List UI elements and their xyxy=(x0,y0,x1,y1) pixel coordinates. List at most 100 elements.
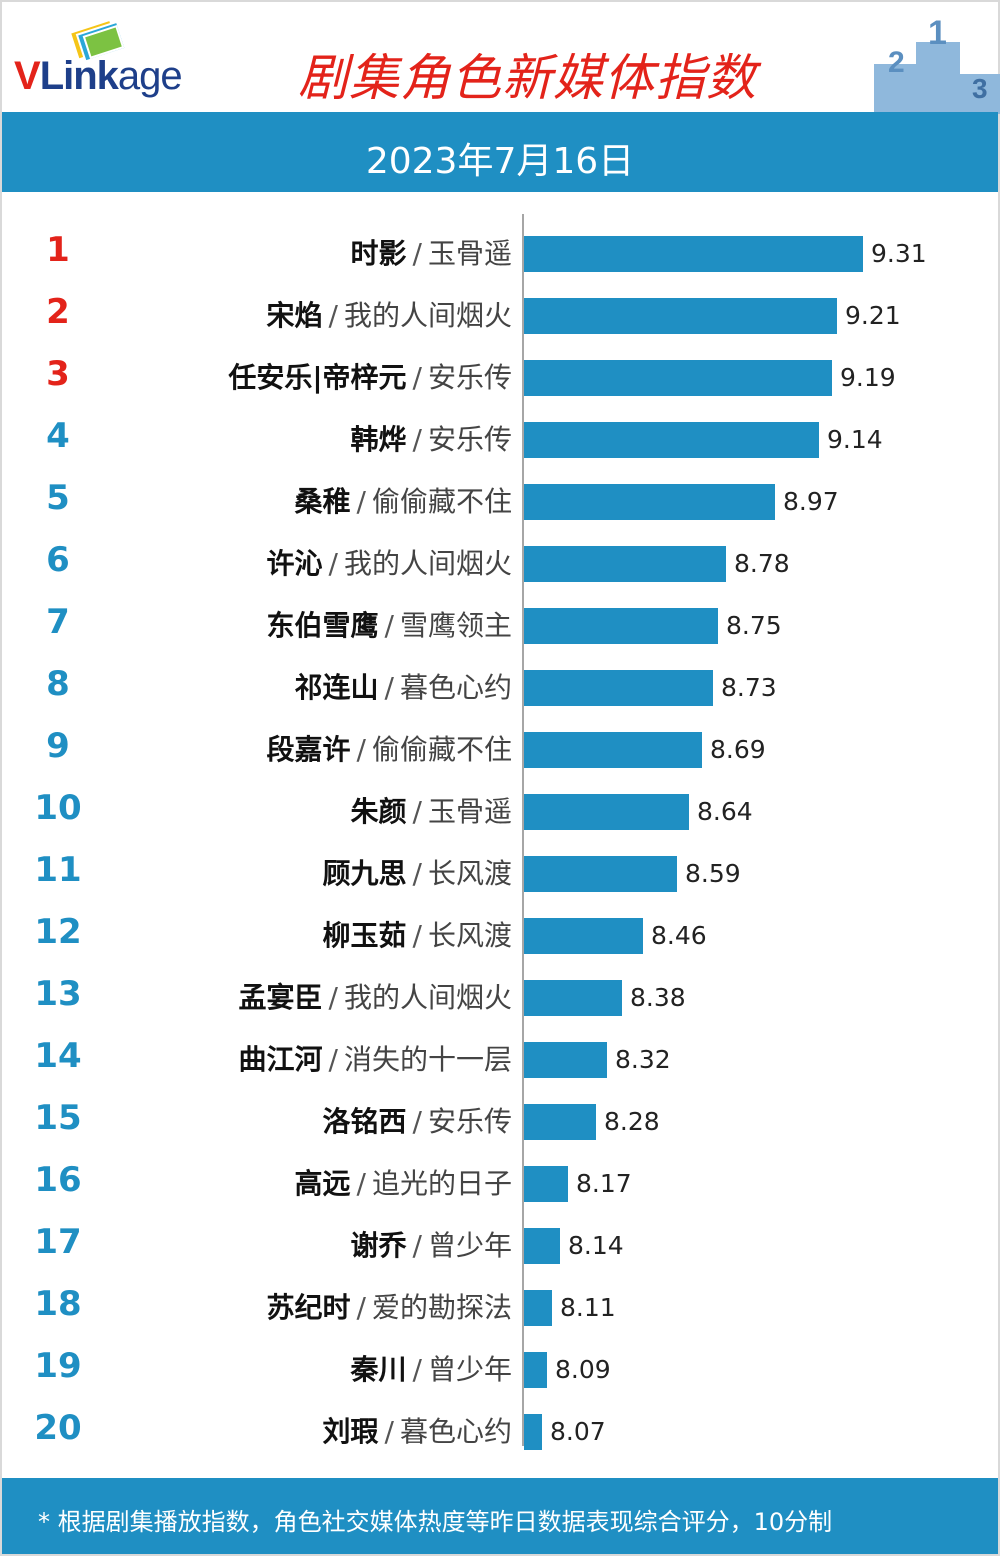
character-name: 刘瑕 xyxy=(322,1415,379,1448)
bar xyxy=(524,360,832,396)
label-separator: / xyxy=(328,1043,338,1076)
chart-row: 19 秦川 / 曾少年 8.09 xyxy=(0,1334,1000,1396)
bar-label: 谢乔 / 曾少年 xyxy=(351,1224,512,1264)
rank-number: 20 xyxy=(34,1408,82,1448)
label-separator: / xyxy=(328,981,338,1014)
chart-row: 10 朱颜 / 玉骨遥 8.64 xyxy=(0,776,1000,838)
footnote: * 根据剧集播放指数，角色社交媒体热度等昨日数据表现综合评分，10分制 xyxy=(38,1508,833,1536)
character-name: 柳玉茹 xyxy=(322,919,407,952)
label-separator: / xyxy=(384,609,394,642)
rank-number: 12 xyxy=(34,912,82,952)
chart-row: 13 孟宴臣 / 我的人间烟火 8.38 xyxy=(0,962,1000,1024)
drama-name: 我的人间烟火 xyxy=(343,547,512,580)
drama-name: 偷偷藏不住 xyxy=(371,733,512,766)
character-name: 洛铭西 xyxy=(322,1105,407,1138)
character-name: 桑稚 xyxy=(294,485,351,518)
character-name: 韩烨 xyxy=(350,423,407,456)
data-label: 9.14 xyxy=(827,425,883,454)
bar xyxy=(524,1166,568,1202)
label-separator: / xyxy=(412,1353,422,1386)
bar xyxy=(524,918,643,954)
drama-name: 玉骨遥 xyxy=(427,237,512,270)
character-name: 孟宴臣 xyxy=(238,981,323,1014)
chart-row: 3 任安乐|帝梓元 / 安乐传 9.19 xyxy=(0,342,1000,404)
date-text: 2023年7月16日 xyxy=(365,141,635,182)
bar xyxy=(524,732,702,768)
character-name: 任安乐|帝梓元 xyxy=(228,361,407,394)
label-separator: / xyxy=(384,671,394,704)
drama-name: 消失的十一层 xyxy=(343,1043,512,1076)
bar-label: 任安乐|帝梓元 / 安乐传 xyxy=(228,356,512,396)
bar xyxy=(524,608,718,644)
rank-number: 15 xyxy=(34,1098,82,1138)
data-label: 8.32 xyxy=(615,1045,671,1074)
chart-row: 4 韩烨 / 安乐传 9.14 xyxy=(0,404,1000,466)
rank-number: 3 xyxy=(46,354,70,394)
character-name: 谢乔 xyxy=(350,1229,407,1262)
character-name: 苏纪时 xyxy=(266,1291,351,1324)
chart-row: 5 桑稚 / 偷偷藏不住 8.97 xyxy=(0,466,1000,528)
chart-row: 9 段嘉许 / 偷偷藏不住 8.69 xyxy=(0,714,1000,776)
character-name: 曲江河 xyxy=(238,1043,323,1076)
data-label: 9.21 xyxy=(845,301,901,330)
label-separator: / xyxy=(356,1167,366,1200)
bar-label: 秦川 / 曾少年 xyxy=(351,1348,512,1388)
drama-name: 我的人间烟火 xyxy=(343,981,512,1014)
chart-row: 20 刘瑕 / 暮色心约 8.07 xyxy=(0,1396,1000,1458)
drama-name: 长风渡 xyxy=(427,919,512,952)
chart-row: 15 洛铭西 / 安乐传 8.28 xyxy=(0,1086,1000,1148)
drama-name: 长风渡 xyxy=(427,857,512,890)
chart-row: 17 谢乔 / 曾少年 8.14 xyxy=(0,1210,1000,1272)
data-label: 8.73 xyxy=(721,673,777,702)
bar-label: 朱颜 / 玉骨遥 xyxy=(351,790,512,830)
bar xyxy=(524,298,837,334)
bar xyxy=(524,1352,547,1388)
bar-label: 洛铭西 / 安乐传 xyxy=(323,1100,512,1140)
bar xyxy=(524,1414,542,1450)
data-label: 8.46 xyxy=(651,921,707,950)
label-separator: / xyxy=(412,1229,422,1262)
bar xyxy=(524,980,622,1016)
label-separator: / xyxy=(412,1105,422,1138)
bar xyxy=(524,422,819,458)
rank-number: 13 xyxy=(34,974,82,1014)
bar-label: 高远 / 追光的日子 xyxy=(295,1162,512,1202)
bar-label: 段嘉许 / 偷偷藏不住 xyxy=(267,728,512,768)
chart-row: 16 高远 / 追光的日子 8.17 xyxy=(0,1148,1000,1210)
bar-chart: 1 时影 / 玉骨遥 9.31 2 宋焰 / 我的人间烟火 9.21 3 任安乐|帝梓元 / 安乐传 9.1… xyxy=(0,192,1000,1472)
label-separator: / xyxy=(412,857,422,890)
bar-label: 柳玉茹 / 长风渡 xyxy=(323,914,512,954)
chart-row: 12 柳玉茹 / 长风渡 8.46 xyxy=(0,900,1000,962)
data-label: 8.09 xyxy=(555,1355,611,1384)
data-label: 8.28 xyxy=(604,1107,660,1136)
drama-name: 安乐传 xyxy=(427,1105,512,1138)
rank-number: 9 xyxy=(46,726,70,766)
bar-label: 韩烨 / 安乐传 xyxy=(351,418,512,458)
bar-label: 桑稚 / 偷偷藏不住 xyxy=(295,480,512,520)
bar xyxy=(524,236,863,272)
bar xyxy=(524,856,677,892)
data-label: 8.38 xyxy=(630,983,686,1012)
character-name: 东伯雪鹰 xyxy=(266,609,379,642)
data-label: 9.19 xyxy=(840,363,896,392)
character-name: 秦川 xyxy=(350,1353,407,1386)
label-separator: / xyxy=(356,1291,366,1324)
label-separator: / xyxy=(356,485,366,518)
drama-name: 雪鹰领主 xyxy=(399,609,512,642)
drama-name: 爱的勘探法 xyxy=(371,1291,512,1324)
bar-label: 刘瑕 / 暮色心约 xyxy=(323,1410,512,1450)
character-name: 高远 xyxy=(294,1167,351,1200)
bar xyxy=(524,546,726,582)
drama-name: 暮色心约 xyxy=(399,671,512,704)
character-name: 朱颜 xyxy=(350,795,407,828)
character-name: 许沁 xyxy=(266,547,323,580)
rank-number: 2 xyxy=(46,292,70,332)
character-name: 顾九思 xyxy=(322,857,407,890)
label-separator: / xyxy=(384,1415,394,1448)
data-label: 8.64 xyxy=(697,797,753,826)
bar-label: 许沁 / 我的人间烟火 xyxy=(267,542,512,582)
label-separator: / xyxy=(412,795,422,828)
drama-name: 安乐传 xyxy=(427,361,512,394)
rank-number: 19 xyxy=(34,1346,82,1386)
data-label: 8.97 xyxy=(783,487,839,516)
